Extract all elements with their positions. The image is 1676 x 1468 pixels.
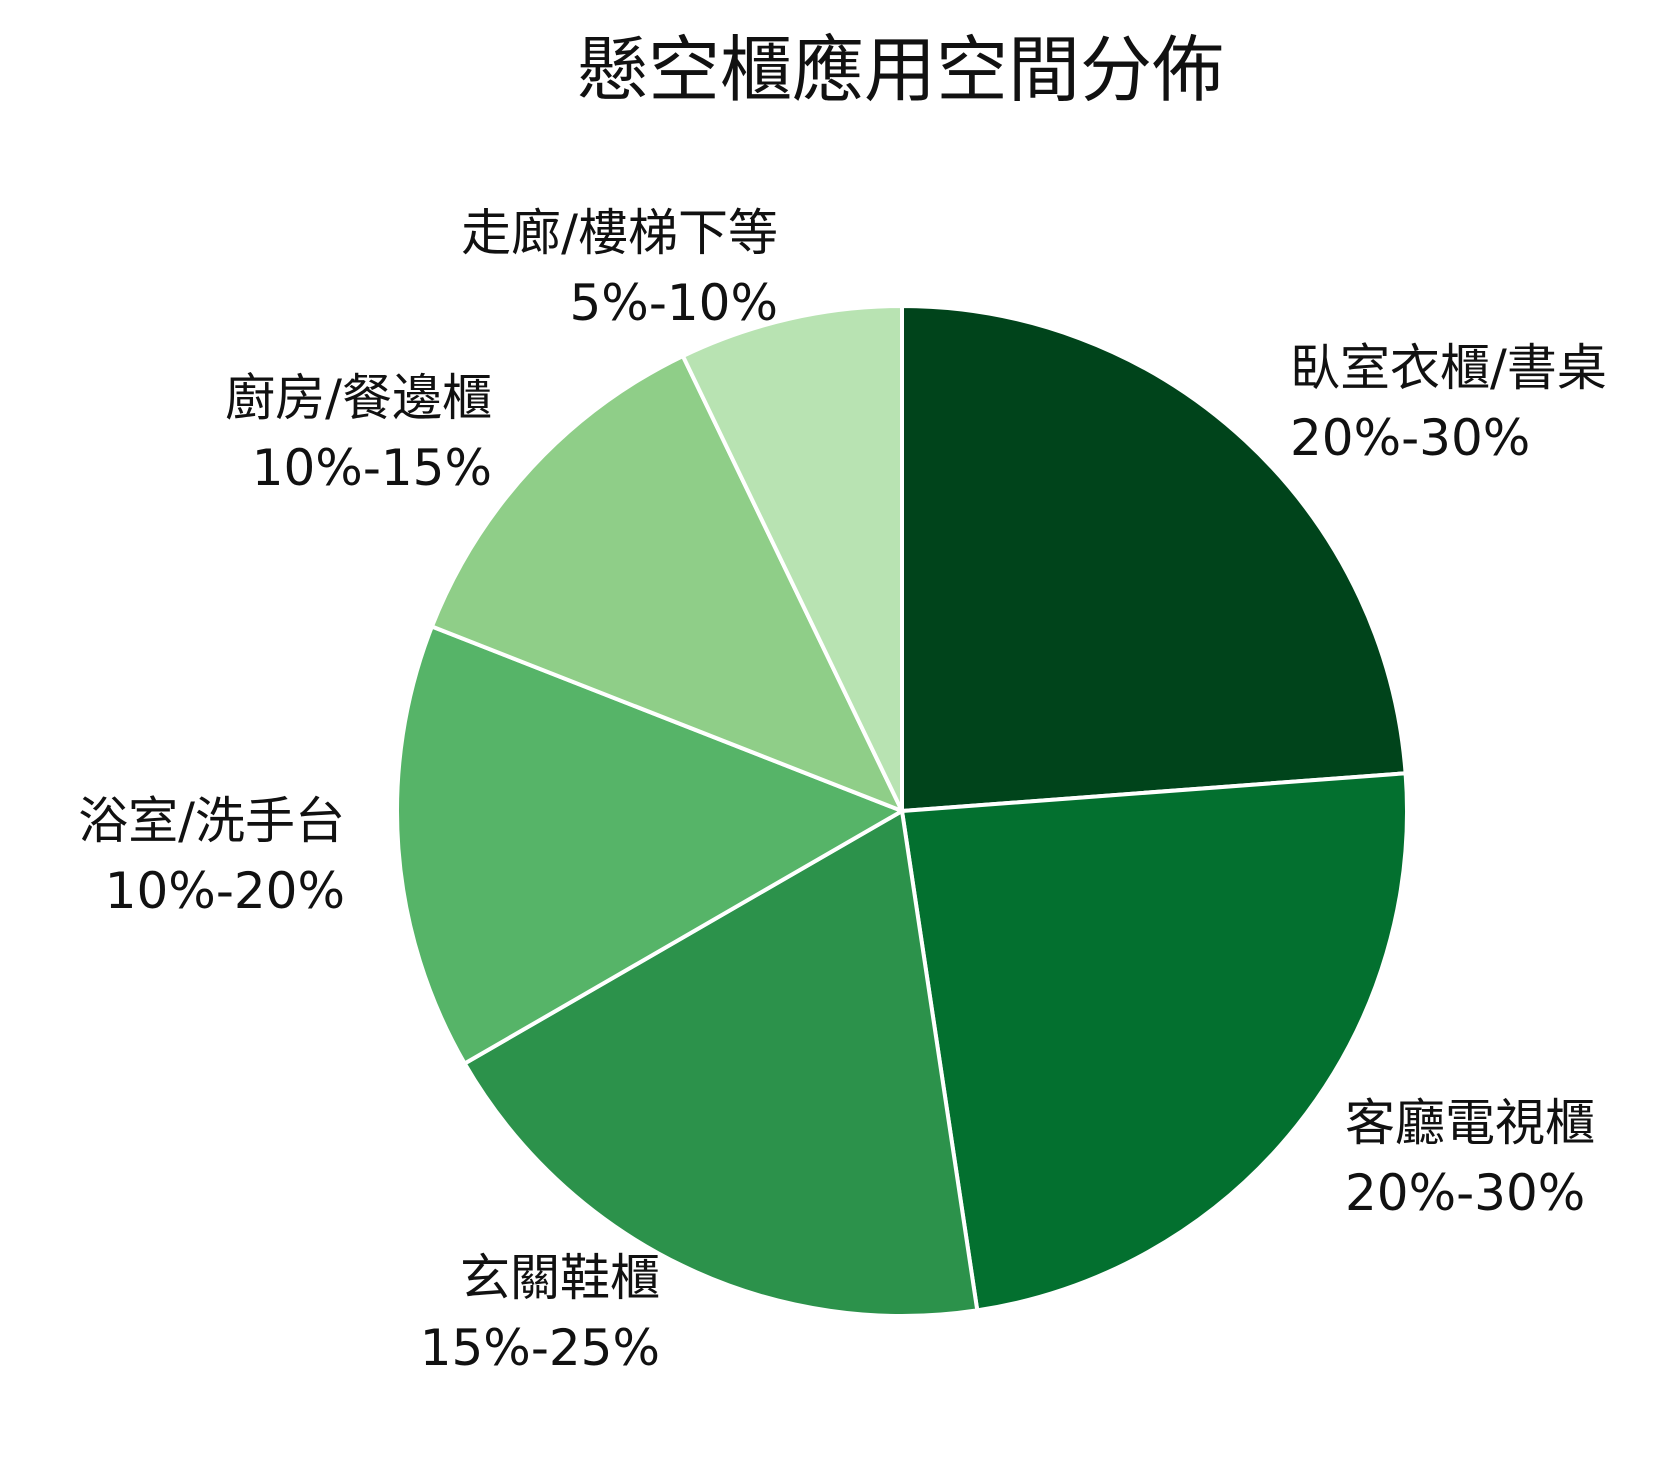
slice-label-3: 玄關鞋櫃 xyxy=(460,1249,660,1307)
slice-label-5: 廚房/餐邊櫃 xyxy=(225,369,492,427)
pie-slice-5 xyxy=(429,354,904,813)
pie-slice-3 xyxy=(462,809,980,1318)
slice-range-label-5: 10%-15% xyxy=(252,439,492,497)
slice-labels: 臥室衣櫃/書桌 20%-30% 客廳電視櫃 20%-30% 玄關鞋櫃 15%-25% 浴室/… xyxy=(78,204,1607,1377)
slice-range-label-4: 10%-20% xyxy=(105,862,345,920)
slice-range-label-2: 20%-30% xyxy=(1345,1164,1585,1222)
slice-label-6: 走廊/樓梯下等 xyxy=(461,204,778,262)
pie-slice-6 xyxy=(680,304,904,813)
slice-range-label-6: 5%-10% xyxy=(570,274,779,332)
pie-slice-4 xyxy=(395,624,904,1066)
chart-title: 懸空櫃應用空間分佈 xyxy=(576,28,1224,112)
slice-range-label-1: 20%-30% xyxy=(1290,409,1530,467)
pie-slice-1 xyxy=(900,304,1408,813)
slice-range-label-3: 15%-25% xyxy=(420,1319,660,1377)
slice-label-1: 臥室衣櫃/書桌 xyxy=(1290,339,1607,397)
slice-label-2: 客廳電視櫃 xyxy=(1345,1094,1595,1152)
slice-label-4: 浴室/洗手台 xyxy=(78,792,345,850)
pie-slices xyxy=(395,304,1410,1318)
pie-slice-2 xyxy=(900,771,1410,1313)
